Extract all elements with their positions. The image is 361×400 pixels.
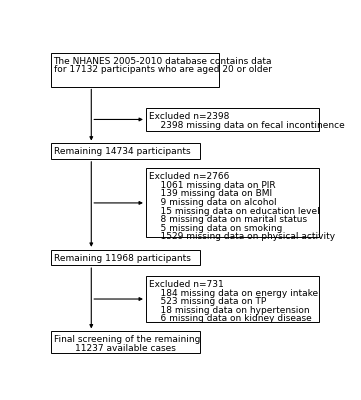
Text: 139 missing data on BMI: 139 missing data on BMI: [149, 189, 272, 198]
Text: Remaining 11968 participants: Remaining 11968 participants: [53, 254, 190, 263]
Text: Excluded n=731: Excluded n=731: [149, 280, 223, 289]
Text: Excluded n=2766: Excluded n=2766: [149, 172, 229, 181]
FancyBboxPatch shape: [51, 250, 200, 265]
Text: Excluded n=2398: Excluded n=2398: [149, 112, 229, 121]
Text: Final screening of the remaining: Final screening of the remaining: [53, 335, 200, 344]
Text: 2398 missing data on fecal incontinence: 2398 missing data on fecal incontinence: [149, 121, 344, 130]
Text: 184 missing data on energy intake: 184 missing data on energy intake: [149, 288, 318, 298]
Text: 15 missing data on education level: 15 missing data on education level: [149, 207, 319, 216]
Text: 1061 missing data on PIR: 1061 missing data on PIR: [149, 181, 275, 190]
Text: 1529 missing data on physical activity: 1529 missing data on physical activity: [149, 232, 335, 242]
Text: The NHANES 2005-2010 database contains data: The NHANES 2005-2010 database contains d…: [53, 57, 272, 66]
Text: 8 missing data on marital status: 8 missing data on marital status: [149, 215, 307, 224]
Text: 5 missing data on smoking: 5 missing data on smoking: [149, 224, 282, 233]
Text: for 17132 participants who are aged 20 or older: for 17132 participants who are aged 20 o…: [53, 65, 271, 74]
Text: 11237 available cases: 11237 available cases: [75, 344, 176, 353]
Text: 523 missing data on TP: 523 missing data on TP: [149, 297, 266, 306]
FancyBboxPatch shape: [51, 53, 219, 86]
FancyBboxPatch shape: [51, 331, 200, 353]
Text: 6 missing data on kidney disease: 6 missing data on kidney disease: [149, 314, 312, 324]
Text: 9 missing data on alcohol: 9 missing data on alcohol: [149, 198, 276, 207]
FancyBboxPatch shape: [146, 168, 319, 238]
FancyBboxPatch shape: [146, 108, 319, 131]
FancyBboxPatch shape: [146, 276, 319, 322]
Text: 18 missing data on hypertension: 18 missing data on hypertension: [149, 306, 309, 315]
FancyBboxPatch shape: [51, 144, 200, 159]
Text: Remaining 14734 participants: Remaining 14734 participants: [53, 148, 190, 156]
